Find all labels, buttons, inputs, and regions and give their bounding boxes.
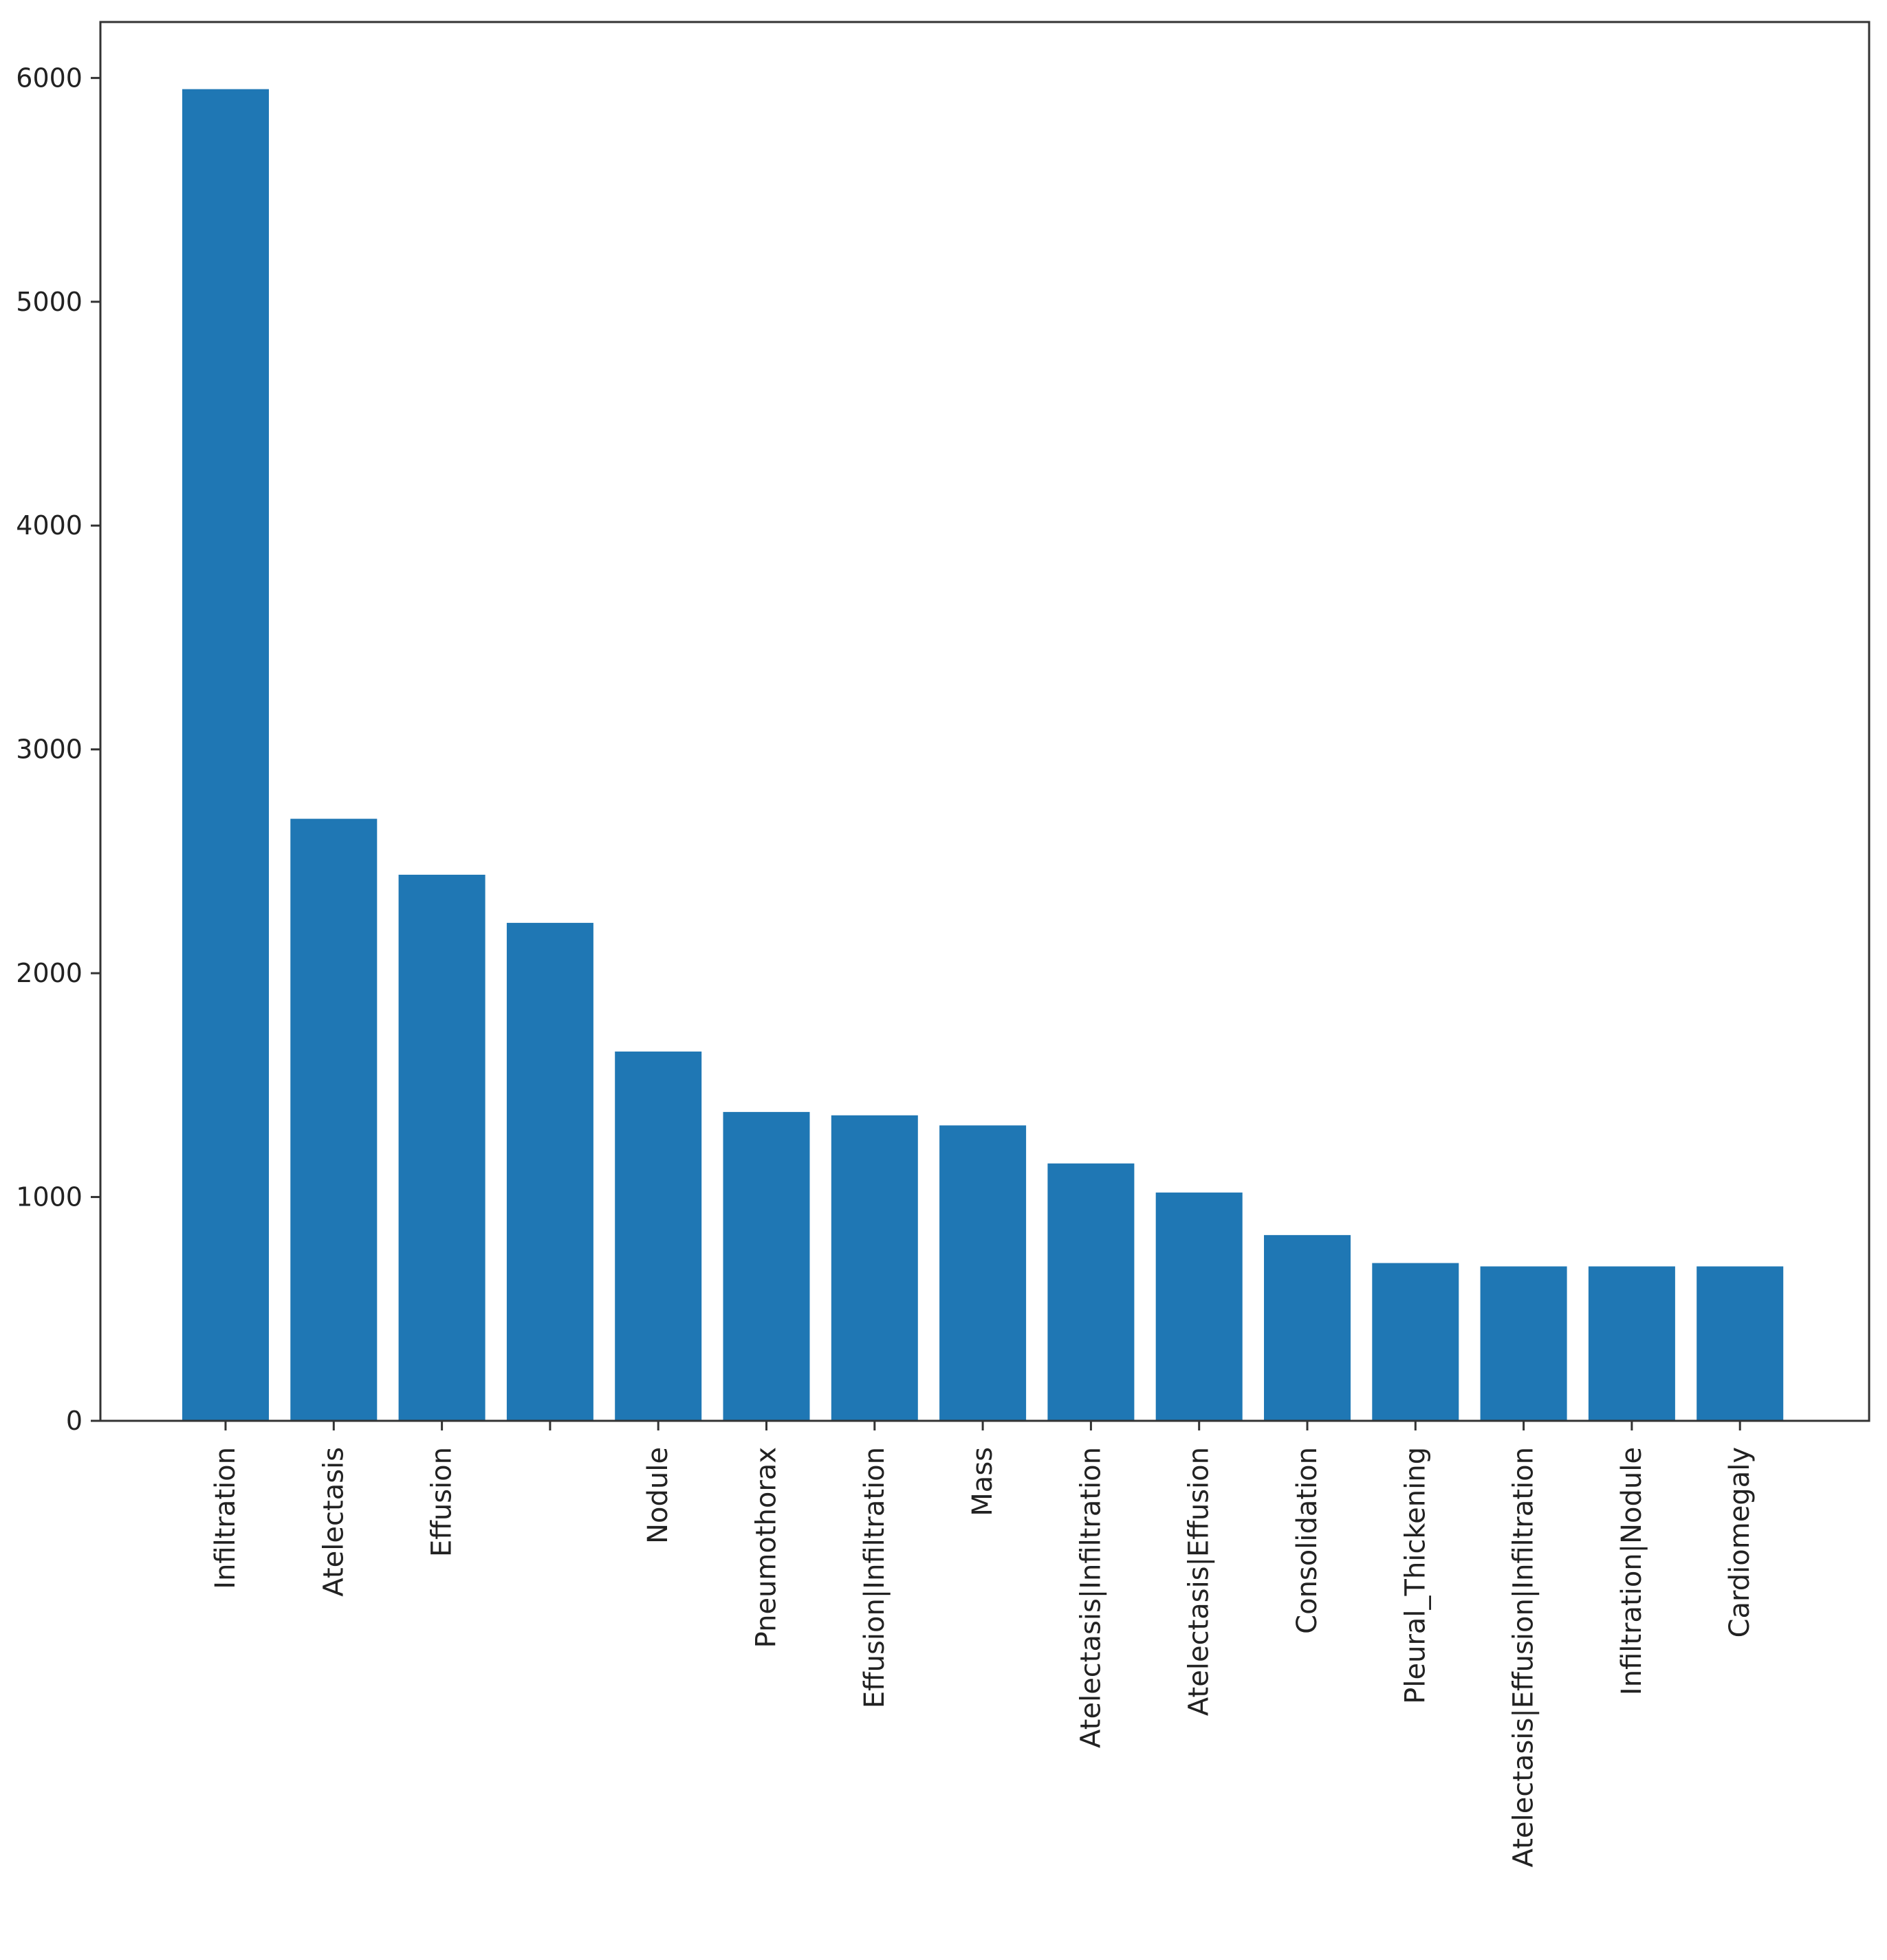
bar-5 — [723, 1111, 810, 1421]
y-tick-label-5: 5000 — [16, 287, 83, 317]
x-tick-label-6: Effusion|Infiltration — [859, 1447, 891, 1708]
x-tick-label-5: Pneumothorax — [751, 1447, 783, 1648]
x-tick-label-9: Atelectasis|Effusion — [1184, 1447, 1215, 1716]
bar-3 — [506, 922, 593, 1421]
bar-6 — [831, 1115, 918, 1421]
x-tick-label-4: Nodule — [642, 1447, 674, 1544]
x-tick-label-12: Atelectasis|Effusion|Infiltration — [1508, 1447, 1540, 1867]
x-tick-label-11: Pleural_Thickening — [1399, 1447, 1431, 1704]
bar-12 — [1480, 1266, 1567, 1421]
bar-2 — [398, 874, 486, 1421]
x-tick-label-8: Atelectasis|Infiltration — [1075, 1447, 1106, 1748]
bar-7 — [939, 1125, 1027, 1421]
x-tick-label-0: Infiltration — [210, 1447, 241, 1589]
bar-9 — [1155, 1193, 1243, 1421]
y-tick-label-3: 3000 — [16, 734, 83, 765]
x-tick-label-10: Consolidation — [1291, 1447, 1323, 1634]
bar-4 — [615, 1052, 702, 1421]
x-tick-label-7: Mass — [967, 1447, 999, 1516]
x-tick-label-14: Cardiomegaly — [1724, 1447, 1756, 1637]
x-tick-label-2: Effusion — [426, 1447, 458, 1557]
bars-group — [182, 89, 1784, 1422]
y-tick-label-4: 4000 — [16, 510, 83, 541]
y-tick-label-2: 2000 — [16, 958, 83, 988]
bar-0 — [182, 89, 269, 1422]
bar-11 — [1372, 1263, 1459, 1421]
bar-1 — [290, 818, 378, 1421]
y-axis: 0 1000 2000 3000 4000 5000 6000 — [16, 63, 100, 1436]
y-tick-label-6: 6000 — [16, 63, 83, 93]
x-axis: Infiltration Atelectasis Effusion Nodule Pne… — [210, 1421, 1756, 1867]
y-tick-label-1: 1000 — [16, 1182, 83, 1212]
bar-14 — [1697, 1266, 1784, 1421]
x-tick-label-13: Infiltration|Nodule — [1616, 1447, 1648, 1695]
bar-10 — [1264, 1234, 1351, 1421]
x-tick-label-1: Atelectasis — [318, 1447, 349, 1597]
bar-8 — [1047, 1163, 1135, 1421]
y-tick-label-0: 0 — [66, 1406, 83, 1436]
plot-frame — [99, 21, 1870, 1422]
bar-13 — [1588, 1266, 1675, 1421]
